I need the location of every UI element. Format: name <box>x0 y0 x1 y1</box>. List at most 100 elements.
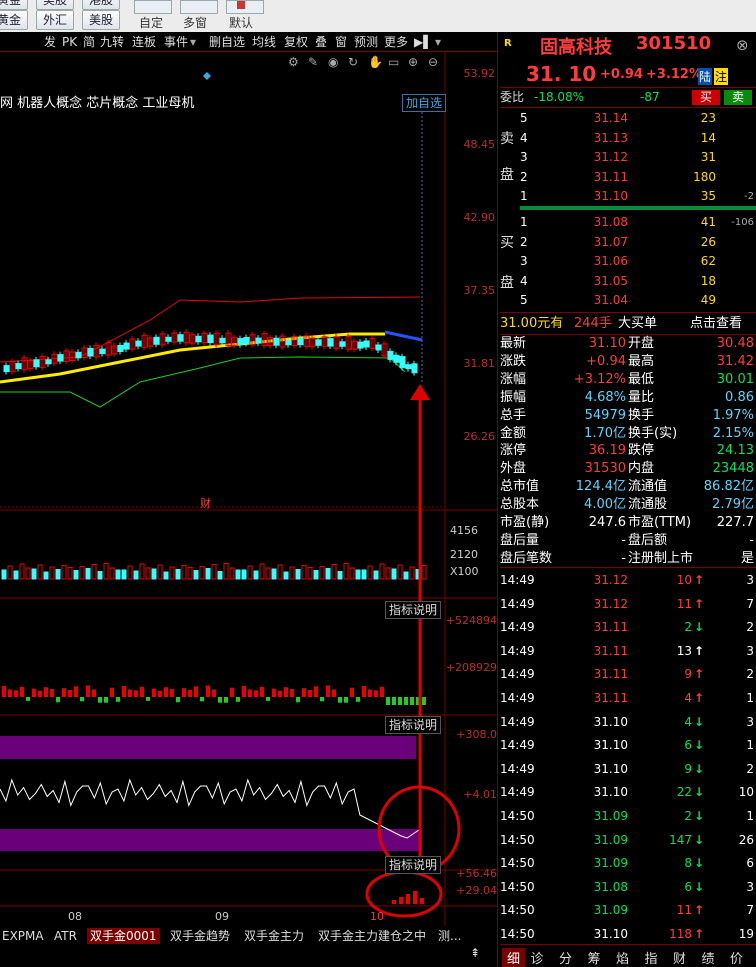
pen-icon[interactable]: ✎ <box>308 55 319 69</box>
stat-value: 30.48 <box>716 336 754 351</box>
indicator-bar <box>404 697 408 705</box>
sell-level-row: 1 31.10 35 -2 <box>500 187 756 206</box>
tab-shuangshoujin-accumulate[interactable]: 双手金主力建仓之中 <box>318 929 427 943</box>
candle-body <box>309 337 316 348</box>
right-tab[interactable]: 指 <box>644 952 658 967</box>
volume-bar <box>181 565 187 580</box>
indicator-help-button-1[interactable]: 指标说明 <box>385 601 442 619</box>
right-tab[interactable]: 细 <box>502 948 526 967</box>
indicator-bar <box>272 688 276 697</box>
big-order-link[interactable]: 点击查看 <box>690 316 743 331</box>
volume-bar <box>97 571 103 580</box>
indicator-help-button-2[interactable]: 指标说明 <box>385 716 442 734</box>
lock-icon[interactable]: ▭ <box>388 55 400 69</box>
finance-marker[interactable]: 财 <box>200 497 211 510</box>
buy-button[interactable]: 买 <box>692 90 720 105</box>
multiwindow-icon[interactable] <box>180 0 218 14</box>
chart-tool-simple[interactable]: 简 <box>83 35 96 49</box>
cycle-icon[interactable]: ↻ <box>348 55 359 69</box>
chart-tool-events[interactable]: 事件 <box>164 35 189 49</box>
volume-bar <box>133 570 139 580</box>
right-tab[interactable]: 分 <box>559 952 573 967</box>
add-watch-button[interactable]: 加自选 <box>402 94 447 112</box>
close-icon[interactable]: ⊗ <box>736 36 749 54</box>
sell-level-volume: 31 <box>700 150 716 165</box>
candle-body <box>27 360 34 370</box>
zoom-in-icon[interactable]: ⊕ <box>408 55 419 69</box>
chart-tool-lianban[interactable]: 连板 <box>132 35 157 49</box>
custom-label[interactable]: 自定 <box>139 16 164 30</box>
toolbar-button-hk[interactable]: 港股 <box>82 0 120 10</box>
zoom-out-icon[interactable]: ⊖ <box>428 55 439 69</box>
tab-shuangshoujin-trend[interactable]: 双手金趋势 <box>170 929 231 943</box>
chart-tool-fa[interactable]: 发 <box>44 35 57 49</box>
stat-value: - <box>749 532 754 548</box>
toolbar-button-gold[interactable]: 黄金 <box>0 0 28 10</box>
candle-body <box>87 348 94 357</box>
volume-bar <box>259 563 265 580</box>
candle-body <box>9 361 16 373</box>
toolbar-button-us[interactable]: 美股 <box>36 0 74 10</box>
buy-level-row: 5 31.04 49 <box>500 291 756 310</box>
default-label[interactable]: 默认 <box>229 16 254 30</box>
tick-price: 31.08 <box>593 879 628 894</box>
chart-tool-window[interactable]: 窗 <box>335 35 348 49</box>
stat-row: 振幅 4.68% 量比 0.86 <box>500 389 756 407</box>
chevron-down-icon[interactable]: ▾ <box>190 35 197 49</box>
volume-bar <box>157 564 163 580</box>
x-axis-09: 09 <box>215 910 229 923</box>
tick-time: 14:50 <box>500 809 535 823</box>
tab-more[interactable]: 测... <box>438 929 462 943</box>
indicator-bar <box>398 697 402 705</box>
custom-icon[interactable] <box>134 0 172 14</box>
multiwindow-label[interactable]: 多窗 <box>183 16 208 30</box>
eye-icon[interactable]: ◉ <box>328 55 339 69</box>
indicator-bar <box>32 688 36 697</box>
sell-button[interactable]: 卖 <box>724 90 752 105</box>
indicator-bar <box>266 697 270 701</box>
right-tab[interactable]: 财 <box>673 952 687 967</box>
chart-tool-overlay[interactable]: 叠 <box>315 35 328 49</box>
candle-body <box>225 332 232 347</box>
candle-body <box>375 344 382 351</box>
indicator-bar <box>362 685 366 697</box>
chart-tool-pk[interactable]: PK <box>62 35 78 49</box>
candle-body <box>327 338 334 347</box>
tab-shuangshoujin-0001[interactable]: 双手金0001 <box>87 928 160 944</box>
tick-row: 14:50 31.08 6 ↓ 3 <box>500 876 756 898</box>
indicator-bar <box>110 687 114 697</box>
tab-atr[interactable]: ATR <box>54 929 77 943</box>
dropdown-icon[interactable]: ▾ <box>435 35 442 49</box>
chart-tool-fuquan[interactable]: 复权 <box>284 35 309 49</box>
indicator-help-button-3[interactable]: 指标说明 <box>385 856 442 874</box>
volume-bar <box>421 565 427 580</box>
right-tab[interactable]: 诊 <box>530 952 544 967</box>
hand-icon[interactable]: ✋ <box>368 55 383 69</box>
default-icon[interactable] <box>226 0 264 14</box>
scroll-top-icon[interactable]: ⇞ <box>470 946 481 960</box>
tick-count: 2 <box>746 667 754 682</box>
play-next-icon[interactable]: ▶▌ <box>414 35 433 49</box>
right-tab[interactable]: 焰 <box>616 952 630 967</box>
toolbar-button-gold2[interactable]: 黄金 <box>0 10 28 30</box>
tick-time: 14:50 <box>500 903 535 918</box>
candle-body <box>249 334 256 346</box>
tab-shuangshoujin-main[interactable]: 双手金主力 <box>244 929 305 943</box>
candle-body <box>99 348 106 355</box>
arrow-down-icon: ↓ <box>694 714 705 729</box>
right-tab[interactable]: 价 <box>730 952 744 967</box>
tab-expma[interactable]: EXPMA <box>2 929 44 943</box>
candle-body <box>285 340 292 346</box>
indicator2-axis-2: +4.01 <box>463 788 497 801</box>
chart-tool-ma[interactable]: 均线 <box>252 35 277 49</box>
chart-tool-jiuzhuan[interactable]: 九转 <box>100 35 125 49</box>
right-tab[interactable]: 绩 <box>701 952 715 967</box>
settings-icon[interactable]: ⚙ <box>288 55 299 69</box>
toolbar-button-forex[interactable]: 外汇 <box>36 10 74 30</box>
chart-tool-more[interactable]: 更多 <box>384 35 409 49</box>
right-tab[interactable]: 筹 <box>587 952 601 967</box>
toolbar-button-usstock[interactable]: 美股 <box>82 10 120 30</box>
chart-tool-forecast[interactable]: 预测 <box>354 35 379 49</box>
candle-body <box>207 334 214 344</box>
chart-tool-remove-watch[interactable]: 删自选 <box>209 35 246 49</box>
